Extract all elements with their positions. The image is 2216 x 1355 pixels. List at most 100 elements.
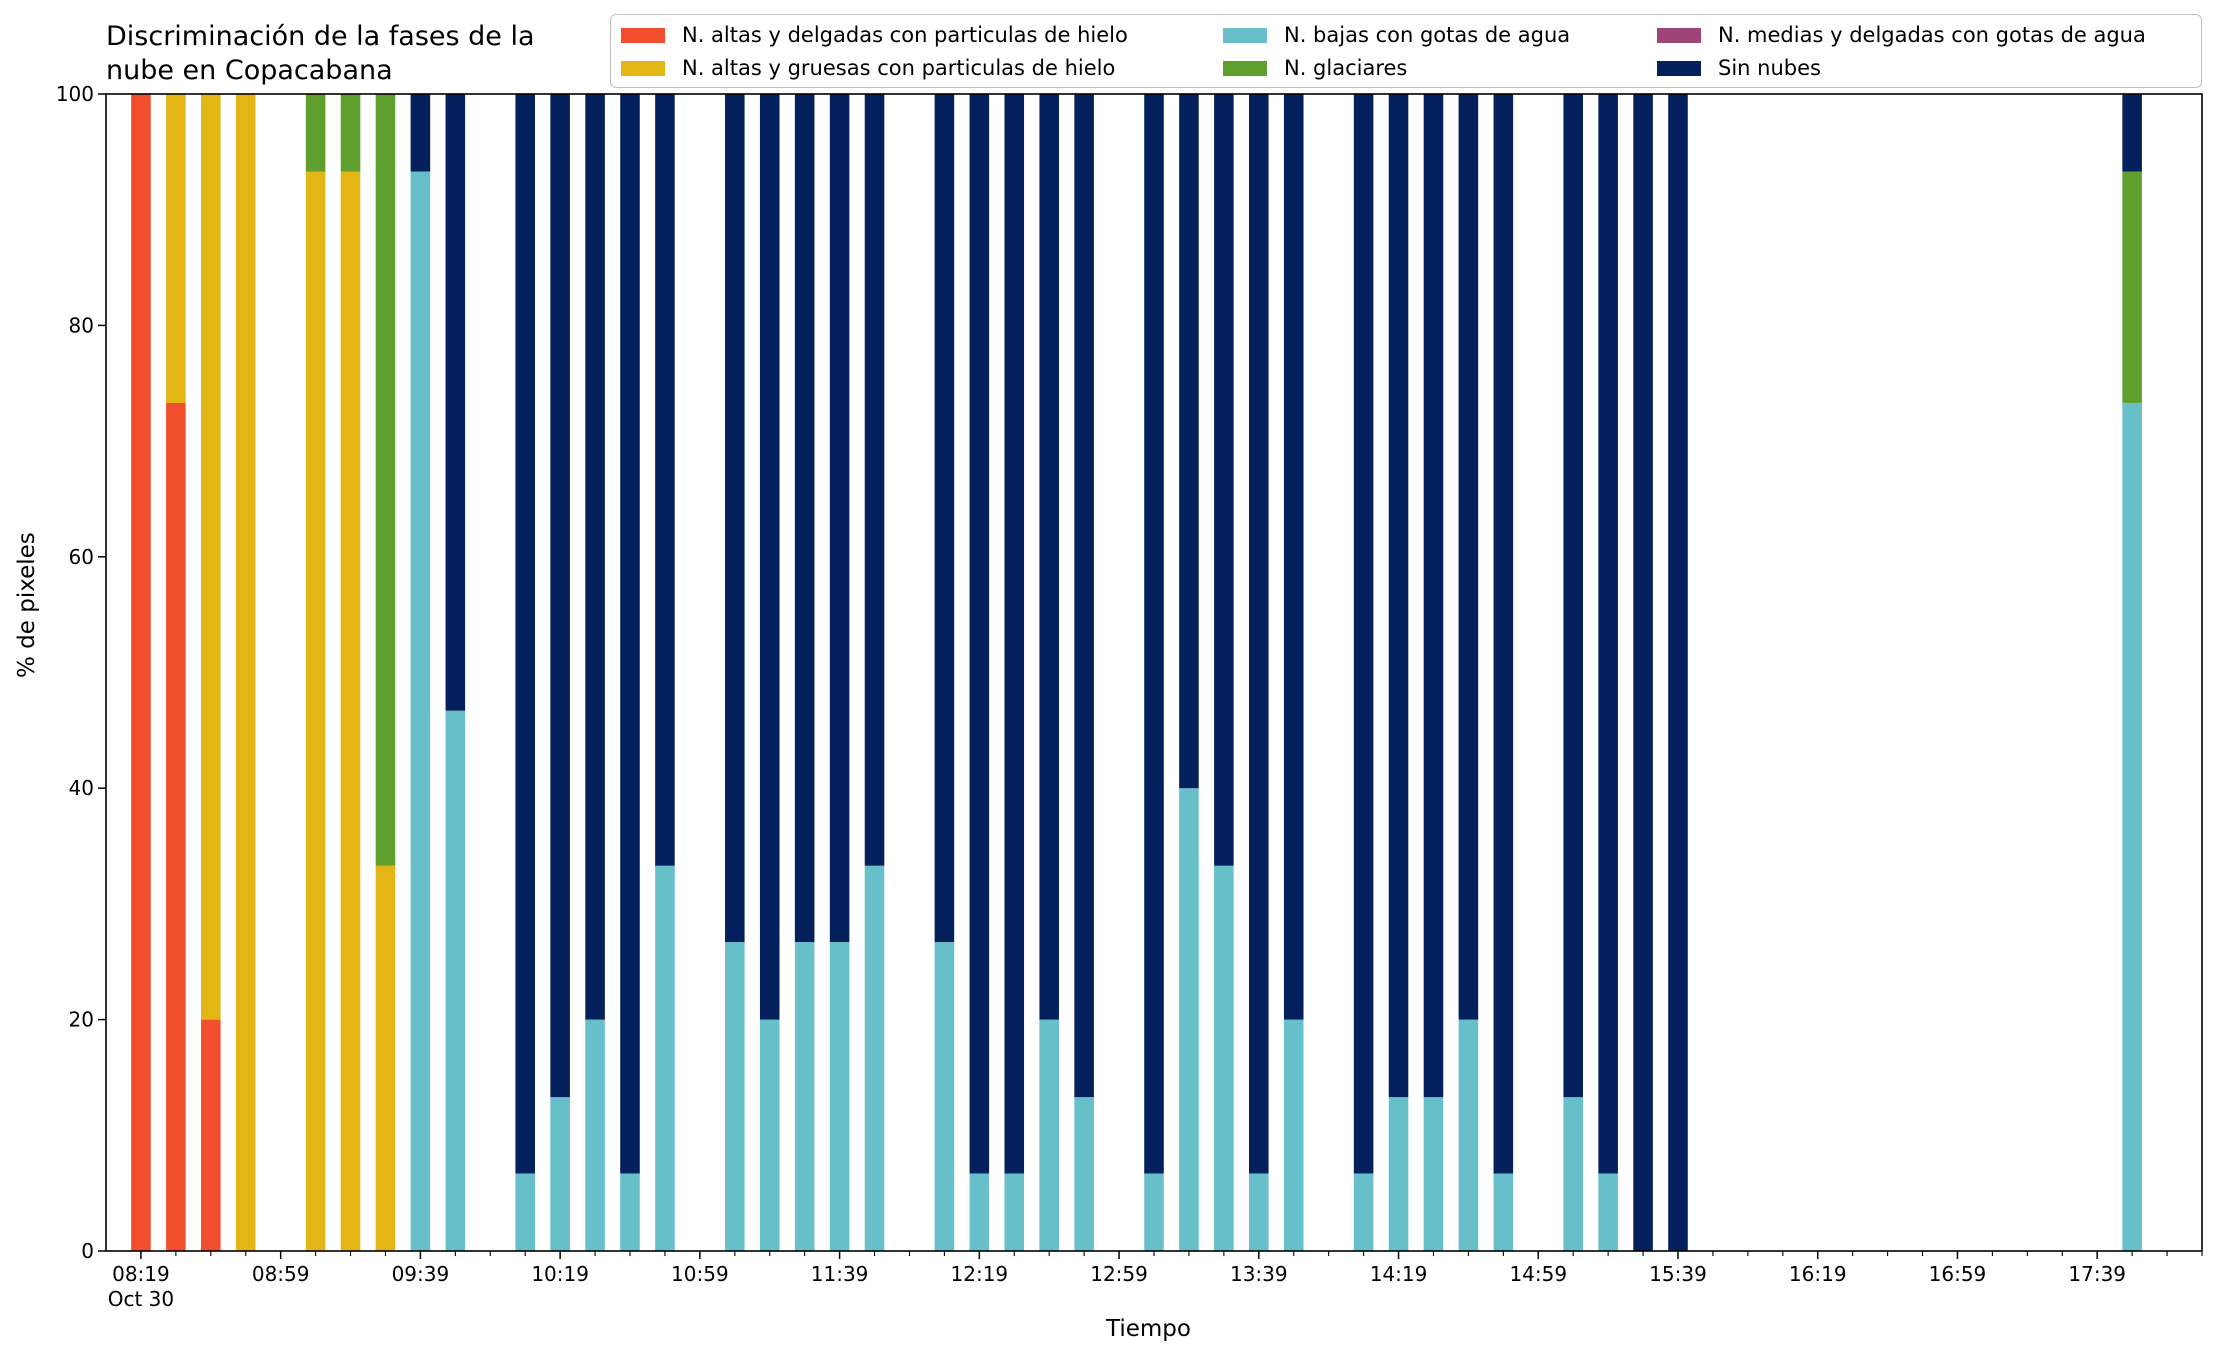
bar-segment (1563, 94, 1583, 1098)
bar-segment (235, 94, 256, 1251)
legend: N. altas y delgadas con particulas de hi… (610, 14, 2202, 88)
legend-label: Sin nubes (1718, 56, 1821, 80)
legend-item-altas-delgadas: N. altas y delgadas con particulas de hi… (621, 20, 1128, 50)
bar-segment (1598, 94, 1618, 1174)
bar-segment (1179, 94, 1199, 789)
bar-segment (1004, 1173, 1025, 1251)
y-tick-label: 80 (69, 313, 94, 337)
bar-segment (305, 94, 326, 172)
legend-item-altas-gruesas: N. altas y gruesas con particulas de hie… (621, 53, 1115, 83)
bar-segment (1249, 1173, 1269, 1251)
bar-segment (2122, 171, 2142, 403)
bar-segment (1353, 94, 1374, 1174)
bar-segment (1283, 94, 1304, 1020)
bar-segment (1598, 1173, 1618, 1251)
bar-segment (829, 94, 850, 943)
legend-label: N. altas y gruesas con particulas de hie… (682, 56, 1116, 80)
bar-segment (1179, 788, 1199, 1251)
bar-segment (1423, 94, 1444, 1098)
bar-segment (585, 94, 605, 1020)
bar-segment (1074, 94, 1094, 1098)
legend-item-bajas-gotas: N. bajas con gotas de agua (1223, 20, 1570, 50)
x-tick-label: 12:59 (1090, 1262, 1148, 1286)
bar-segment (1283, 1019, 1304, 1251)
bar-segment (759, 1019, 780, 1251)
bar-segment (934, 94, 955, 943)
bar-segment (550, 94, 570, 1098)
legend-swatch (621, 27, 665, 43)
bar-segment (445, 94, 466, 711)
bar-segment (1004, 94, 1025, 1174)
x-tick-label: 11:39 (811, 1262, 869, 1286)
bar-segment (410, 171, 431, 1251)
bar-segment (1214, 865, 1234, 1251)
x-tick-label: 09:39 (392, 1262, 450, 1286)
x-tick-label: 16:59 (1929, 1262, 1987, 1286)
y-tick-label: 100 (56, 82, 94, 106)
bar-segment (725, 94, 745, 943)
x-axis-label: Tiempo (1106, 1316, 1191, 1342)
bar-segment (794, 94, 815, 943)
y-axis-label: % de pixeles (14, 532, 40, 678)
bar-segment (410, 94, 431, 172)
legend-item-glaciares: N. glaciares (1223, 53, 1407, 83)
legend-label: N. glaciares (1284, 56, 1408, 80)
legend-label: N. medias y delgadas con gotas de agua (1718, 23, 2146, 47)
bar-segment (340, 171, 361, 1251)
x-tick-sublabel: Oct 30 (108, 1287, 174, 1311)
x-tick-label: 12:19 (951, 1262, 1009, 1286)
bars-group (131, 94, 2142, 1251)
bar-segment (969, 94, 990, 1174)
bar-segment (1388, 94, 1409, 1098)
y-tick-label: 0 (81, 1239, 94, 1263)
bar-segment (620, 94, 640, 1174)
bar-segment (829, 942, 850, 1251)
bar-segment (166, 402, 186, 1251)
x-tick-label: 08:19 (112, 1262, 170, 1286)
bar-segment (655, 94, 675, 866)
bar-segment (375, 865, 396, 1251)
legend-item-medias-delgadas: N. medias y delgadas con gotas de agua (1657, 20, 2146, 50)
bar-segment (201, 1019, 221, 1251)
bar-segment (1633, 94, 1653, 1251)
bar-segment (759, 94, 780, 1020)
bar-segment (655, 865, 675, 1251)
bar-segment (166, 94, 186, 403)
bar-segment (1563, 1097, 1583, 1251)
bar-segment (1423, 1097, 1444, 1251)
x-tick-label: 13:39 (1230, 1262, 1288, 1286)
x-tick-label: 16:19 (1789, 1262, 1847, 1286)
bar-segment (515, 1173, 535, 1251)
bar-segment (375, 94, 396, 866)
chart-title: Discriminación de la fases de la nube en… (106, 20, 535, 88)
bar-segment (445, 710, 466, 1251)
y-tick-label: 40 (69, 776, 94, 800)
y-tick-label: 20 (69, 1008, 94, 1032)
x-tick-label: 17:39 (2068, 1262, 2126, 1286)
bar-segment (1074, 1097, 1094, 1251)
bar-segment (515, 94, 535, 1174)
bar-segment (1039, 1019, 1059, 1251)
bar-segment (340, 94, 361, 172)
bar-segment (131, 94, 151, 1251)
y-axis: 0 20 40 60 80 100 (56, 82, 106, 1263)
bar-segment (2122, 94, 2142, 172)
legend-swatch (1657, 27, 1701, 43)
bar-segment (1144, 94, 1164, 1174)
bar-segment (794, 942, 815, 1251)
x-tick-label: 14:59 (1509, 1262, 1567, 1286)
legend-swatch (1223, 60, 1267, 76)
bar-segment (969, 1173, 990, 1251)
x-tick-label: 10:59 (671, 1262, 729, 1286)
bar-segment (725, 942, 745, 1251)
legend-label: N. bajas con gotas de agua (1284, 23, 1571, 47)
bar-segment (1039, 94, 1059, 1020)
chart-title-line-1: Discriminación de la fases de la (106, 21, 535, 52)
legend-swatch (1223, 27, 1267, 43)
bar-segment (1249, 94, 1269, 1174)
bar-segment (1214, 94, 1234, 866)
bar-segment (1353, 1173, 1374, 1251)
x-tick-label: 10:19 (531, 1262, 589, 1286)
